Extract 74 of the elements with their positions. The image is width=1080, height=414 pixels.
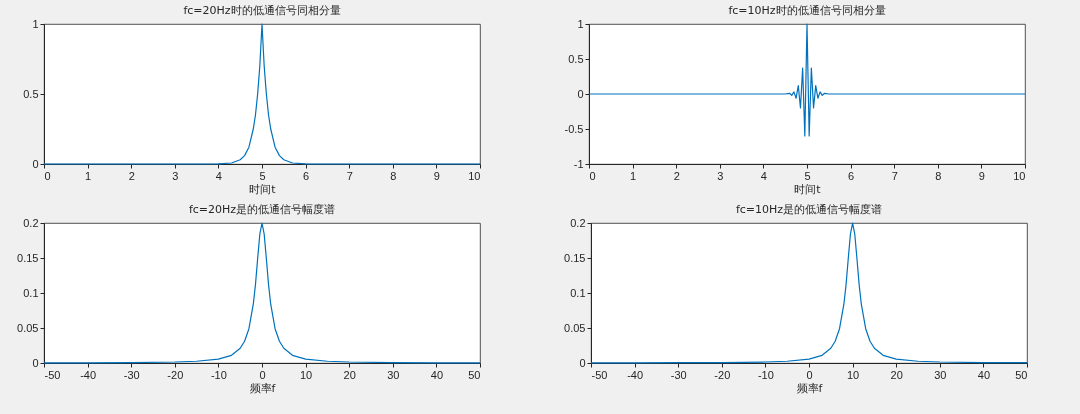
x-axis-title: 时间t bbox=[249, 182, 277, 196]
x-tick-label: 9 bbox=[978, 169, 985, 182]
line-series bbox=[588, 23, 1026, 137]
x-tick-label: 10 bbox=[299, 368, 313, 381]
line-series bbox=[43, 222, 481, 364]
x-tick-label: 2 bbox=[673, 169, 680, 182]
line-series bbox=[590, 222, 1028, 364]
y-tick-label: 0.15 bbox=[564, 251, 586, 264]
x-tick-label: 10 bbox=[1013, 169, 1026, 182]
x-tick-label: 8 bbox=[390, 169, 397, 182]
chart-title: fc=20Hz时的低通信号同相分量 bbox=[183, 4, 341, 17]
y-tick-label: 0 bbox=[577, 87, 584, 100]
x-tick-label: 6 bbox=[848, 169, 855, 182]
x-tick-label: 6 bbox=[303, 169, 310, 182]
y-tick-label: 1 bbox=[577, 17, 584, 30]
x-axis-title: 频率f bbox=[796, 381, 824, 395]
x-tick-label: 30 bbox=[934, 368, 947, 381]
x-tick-label: 20 bbox=[343, 368, 356, 381]
x-tick-label: -40 bbox=[80, 368, 97, 381]
x-tick-label: -20 bbox=[714, 368, 731, 381]
y-tick-label: 1 bbox=[32, 17, 39, 30]
chart-title: fc=10Hz时的低通信号同相分量 bbox=[728, 4, 886, 17]
x-tick-label: 10 bbox=[846, 368, 860, 381]
y-tick-label: 0.1 bbox=[570, 286, 586, 299]
x-axis-title: 频率f bbox=[249, 381, 277, 395]
x-tick-label: -40 bbox=[627, 368, 644, 381]
x-tick-label: 50 bbox=[1015, 368, 1028, 381]
x-tick-label: 1 bbox=[630, 169, 637, 182]
x-tick-label: 5 bbox=[259, 169, 266, 182]
y-tick-label: -1 bbox=[573, 157, 584, 170]
y-tick-label: 0.1 bbox=[23, 286, 39, 299]
x-tick-label: 1 bbox=[85, 169, 92, 182]
x-tick-label: 4 bbox=[760, 169, 767, 182]
x-tick-label: 4 bbox=[215, 169, 222, 182]
x-tick-label: -10 bbox=[757, 368, 774, 381]
x-tick-label: 3 bbox=[717, 169, 724, 182]
y-tick-label: 0 bbox=[32, 157, 39, 170]
x-tick-label: 0 bbox=[44, 169, 51, 182]
y-tick-label: 0 bbox=[579, 356, 586, 369]
x-tick-label: 10 bbox=[468, 169, 481, 182]
y-tick-label: 0.05 bbox=[17, 321, 39, 334]
y-tick-label: 0.05 bbox=[564, 321, 586, 334]
x-tick-label: 40 bbox=[977, 368, 991, 381]
x-tick-label: 8 bbox=[935, 169, 942, 182]
x-tick-label: 7 bbox=[346, 169, 353, 182]
x-tick-label: 20 bbox=[890, 368, 903, 381]
x-tick-label: -20 bbox=[167, 368, 184, 381]
y-tick-label: 0.2 bbox=[570, 216, 586, 229]
x-tick-label: 30 bbox=[387, 368, 400, 381]
y-tick-label: 0 bbox=[32, 356, 39, 369]
line-series bbox=[43, 23, 481, 165]
x-tick-label: 0 bbox=[806, 368, 813, 381]
x-tick-label: 0 bbox=[589, 169, 596, 182]
x-tick-label: -30 bbox=[670, 368, 687, 381]
x-tick-label: -10 bbox=[210, 368, 227, 381]
y-tick-label: 0.5 bbox=[568, 52, 584, 65]
x-tick-label: 40 bbox=[430, 368, 444, 381]
x-tick-label: 3 bbox=[172, 169, 179, 182]
chart-title: fc=20Hz是的低通信号幅度谱 bbox=[188, 203, 336, 216]
y-tick-label: 0.5 bbox=[23, 87, 39, 100]
y-tick-label: 0.2 bbox=[23, 216, 39, 229]
y-tick-label: -0.5 bbox=[564, 122, 584, 135]
x-tick-label: 9 bbox=[433, 169, 440, 182]
x-tick-label: 7 bbox=[891, 169, 898, 182]
x-tick-label: 2 bbox=[128, 169, 135, 182]
y-tick-label: 0.15 bbox=[17, 251, 39, 264]
x-tick-label: 50 bbox=[468, 368, 481, 381]
x-tick-label: -30 bbox=[123, 368, 140, 381]
x-tick-label: 5 bbox=[804, 169, 811, 182]
x-tick-label: 0 bbox=[259, 368, 266, 381]
chart-title: fc=10Hz是的低通信号幅度谱 bbox=[735, 203, 883, 216]
x-tick-label: -50 bbox=[591, 368, 608, 381]
x-axis-title: 时间t bbox=[794, 182, 822, 196]
x-tick-label: -50 bbox=[44, 368, 61, 381]
